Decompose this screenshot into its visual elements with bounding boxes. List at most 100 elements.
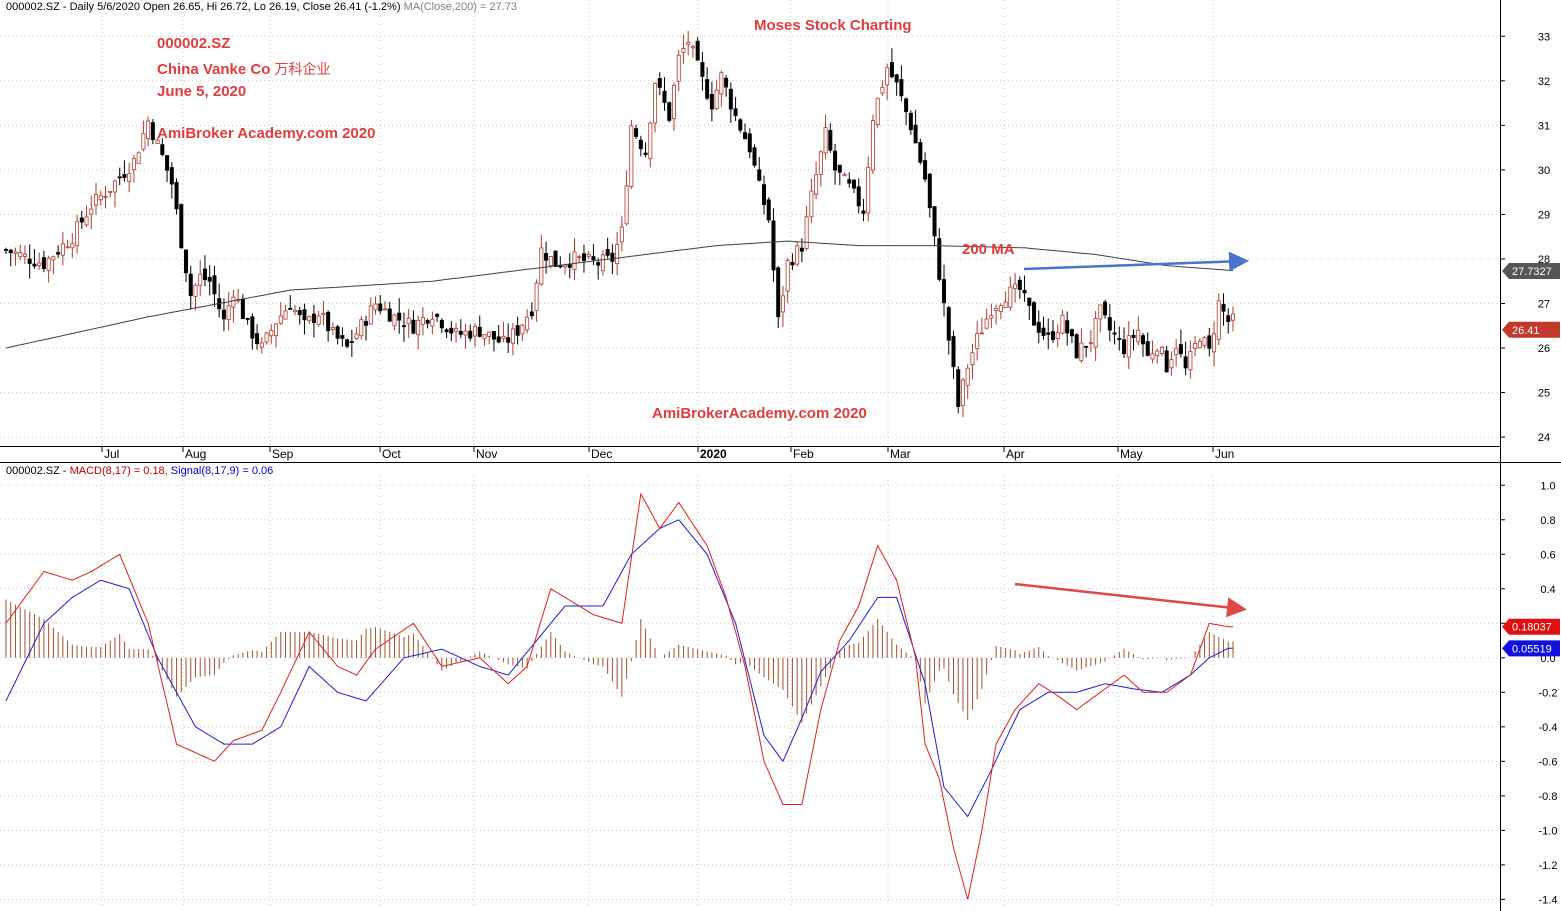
macd-value-badge: 0.18037 bbox=[1502, 618, 1560, 635]
macd-trend-arrow bbox=[1014, 582, 1247, 618]
candle-body bbox=[975, 333, 980, 349]
candle-body bbox=[724, 77, 729, 88]
macd-tick-label: -0.4 bbox=[1539, 722, 1558, 734]
signal-line bbox=[5, 519, 1233, 818]
candle-body bbox=[65, 246, 70, 249]
price-trend-arrow bbox=[1023, 251, 1249, 272]
candle-body bbox=[226, 305, 231, 320]
value-badges: 27.7327 26.41 0.18037 0.05519 bbox=[1502, 262, 1560, 657]
candle-body bbox=[51, 256, 56, 261]
candle-body bbox=[700, 62, 705, 77]
candle-body bbox=[937, 238, 942, 280]
candle-body bbox=[747, 133, 752, 153]
price-symbol: 000002.SZ bbox=[6, 1, 60, 13]
candle-body bbox=[212, 275, 217, 295]
macd-value-badge-text: 0.18037 bbox=[1512, 622, 1552, 634]
candle-body bbox=[956, 369, 961, 407]
price-tick-label: 33 bbox=[1538, 31, 1550, 43]
candle-body bbox=[743, 132, 748, 140]
candle-body bbox=[311, 313, 316, 323]
candle-body bbox=[112, 180, 117, 193]
candle-body bbox=[1221, 303, 1226, 312]
candle-body bbox=[1122, 339, 1127, 355]
candle-body bbox=[979, 332, 984, 335]
signal-value: Signal(8,17,9) = 0.06 bbox=[170, 465, 274, 477]
candle-body bbox=[89, 208, 94, 215]
candle-body bbox=[184, 249, 189, 274]
candle-body bbox=[695, 40, 700, 61]
candle-body bbox=[814, 174, 819, 195]
candle-body bbox=[1008, 286, 1013, 308]
candle-body bbox=[345, 339, 350, 347]
price-tick-label: 25 bbox=[1538, 388, 1550, 400]
candle-body bbox=[444, 329, 449, 333]
macd-histogram bbox=[5, 599, 1234, 723]
price-hi: Hi 26.72, bbox=[206, 1, 251, 13]
candle-body bbox=[231, 296, 236, 308]
candle-body bbox=[392, 314, 397, 327]
macd-tick-label: -1.4 bbox=[1539, 894, 1558, 906]
candlesticks bbox=[4, 31, 1236, 418]
candle-body bbox=[525, 316, 530, 331]
candle-body bbox=[965, 367, 970, 386]
candle-body bbox=[1036, 321, 1041, 333]
ma-value-badge-bg bbox=[1502, 262, 1560, 279]
price-tick-label: 32 bbox=[1538, 76, 1550, 88]
macd-line bbox=[5, 492, 1233, 900]
candle-body bbox=[994, 307, 999, 311]
candle-body bbox=[705, 79, 710, 99]
candle-body bbox=[146, 120, 151, 140]
candle-body bbox=[619, 226, 624, 243]
candle-body bbox=[326, 311, 331, 332]
candle-body bbox=[719, 72, 724, 95]
candle-body bbox=[842, 173, 847, 177]
candle-body bbox=[1017, 279, 1022, 290]
candle-body bbox=[354, 333, 359, 339]
candle-body bbox=[1164, 350, 1169, 373]
candle-body bbox=[255, 333, 260, 345]
candle-body bbox=[364, 320, 369, 326]
candle-body bbox=[1065, 320, 1070, 334]
candle-body bbox=[79, 217, 84, 223]
candle-body bbox=[752, 147, 757, 166]
candle-body bbox=[316, 315, 321, 325]
candle-body bbox=[1074, 334, 1079, 359]
candle-body bbox=[406, 317, 411, 325]
candle-body bbox=[847, 179, 852, 184]
signal-value-badge-text: 0.05519 bbox=[1512, 643, 1552, 655]
macd-tick-label: 1.0 bbox=[1540, 480, 1555, 492]
candle-body bbox=[1231, 313, 1236, 321]
candle-body bbox=[946, 307, 951, 341]
candle-body bbox=[942, 279, 947, 304]
candle-body bbox=[828, 129, 833, 151]
candle-body bbox=[799, 247, 804, 252]
candle-body bbox=[127, 173, 132, 182]
month-label: Apr bbox=[1006, 447, 1025, 461]
candle-body bbox=[496, 336, 501, 343]
candle-body bbox=[852, 179, 857, 189]
candle-body bbox=[491, 331, 496, 340]
candle-body bbox=[918, 142, 923, 163]
price-period: Daily bbox=[69, 1, 95, 13]
candle-body bbox=[1207, 335, 1212, 349]
candle-body bbox=[37, 262, 42, 266]
candle-body bbox=[1159, 346, 1164, 354]
candle-body bbox=[591, 256, 596, 261]
candle-body bbox=[790, 261, 795, 266]
candle-body bbox=[932, 206, 937, 237]
month-label: Jul bbox=[104, 447, 119, 461]
candle-body bbox=[653, 83, 658, 124]
candle-body bbox=[757, 169, 762, 181]
candle-body bbox=[274, 323, 279, 337]
price-tick-label: 29 bbox=[1538, 209, 1550, 221]
candle-body bbox=[302, 309, 307, 321]
candle-body bbox=[297, 310, 302, 316]
candle-body bbox=[1103, 301, 1108, 316]
macd-tick-label: -1.2 bbox=[1539, 860, 1558, 872]
candle-body bbox=[1050, 331, 1055, 340]
candle-body bbox=[1084, 345, 1089, 348]
candle-body bbox=[506, 337, 511, 343]
month-label: Sep bbox=[272, 447, 294, 461]
candle-body bbox=[188, 273, 193, 296]
